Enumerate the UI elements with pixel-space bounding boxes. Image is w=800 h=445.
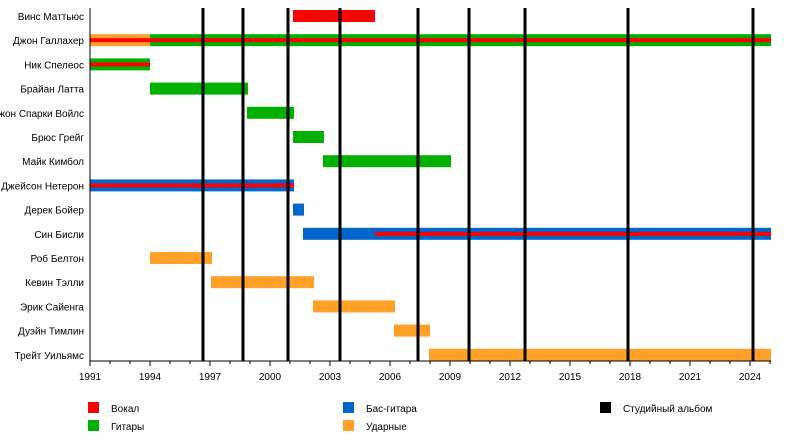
role-bar-bass bbox=[293, 203, 304, 216]
member-name-label: Джейсон Нетерон bbox=[1, 181, 84, 192]
legend-swatch-bass bbox=[343, 402, 354, 413]
role-bar-guitars bbox=[150, 82, 248, 95]
x-tick-label: 2012 bbox=[499, 372, 522, 383]
legend-label-drums: Ударные bbox=[366, 422, 407, 433]
role-bar-drums bbox=[394, 324, 430, 337]
x-tick-label: 2003 bbox=[319, 372, 342, 383]
member-name-label: Кевин Тэлли bbox=[25, 278, 84, 289]
member-name-label: Эрик Сайенга bbox=[20, 302, 84, 313]
member-name-label: Син Бисли bbox=[34, 230, 84, 241]
role-bar-vocals bbox=[293, 10, 375, 22]
vocal-overlay-bar-vocals bbox=[90, 183, 294, 188]
x-tick-label: 1994 bbox=[139, 372, 162, 383]
x-tick-label: 1991 bbox=[79, 372, 102, 383]
vocal-overlay-bar-vocals bbox=[375, 231, 771, 236]
x-tick-label: 2015 bbox=[559, 372, 582, 383]
member-name-label: Дуэйн Тимлин bbox=[18, 327, 84, 338]
x-tick-label: 2024 bbox=[739, 372, 762, 383]
legend-swatch-guitars bbox=[88, 420, 99, 431]
member-name-label: Брайан Латта bbox=[20, 85, 84, 96]
member-name-label: Трейт Уильямс bbox=[15, 351, 84, 362]
member-name-label: Ник Спелеос bbox=[24, 60, 84, 71]
member-name-label: Дерек Бойер bbox=[25, 206, 85, 217]
legend-swatch-vocals bbox=[88, 402, 99, 413]
role-bar-drums bbox=[211, 276, 314, 289]
legend-swatch-album bbox=[600, 402, 611, 413]
x-tick-label: 2000 bbox=[259, 372, 282, 383]
role-bar-guitars bbox=[323, 155, 451, 168]
role-bar-drums bbox=[429, 348, 771, 361]
x-tick-label: 2021 bbox=[679, 372, 702, 383]
member-name-label: Роб Белтон bbox=[31, 253, 84, 265]
vocal-overlay-bar-vocals bbox=[90, 38, 771, 43]
role-bar-drums bbox=[150, 252, 212, 264]
member-name-label: Майк Кимбол bbox=[22, 156, 84, 168]
legend-swatch-drums bbox=[343, 420, 354, 431]
x-tick-label: 2006 bbox=[379, 372, 402, 383]
legend-label-bass: Бас-гитара bbox=[366, 404, 417, 415]
role-bar-guitars bbox=[293, 131, 324, 143]
legend-label-album: Студийный альбом bbox=[623, 403, 713, 415]
member-name-label: Винс Маттьюс bbox=[18, 12, 84, 23]
role-bar-drums bbox=[313, 300, 395, 313]
role-bar-guitars bbox=[247, 106, 294, 119]
member-name-label: Брюс Грейг bbox=[31, 133, 84, 144]
x-tick-label: 1997 bbox=[199, 372, 222, 383]
legend-label-vocals: Вокал bbox=[111, 404, 139, 415]
legend-label-guitars: Гитары bbox=[111, 422, 144, 433]
member-name-label: Джон Галлахер bbox=[13, 36, 84, 47]
member-name-label: Джон Спарки Войлс bbox=[0, 109, 84, 120]
vocal-overlay-bar-vocals bbox=[90, 62, 150, 67]
x-tick-label: 2018 bbox=[619, 372, 642, 383]
x-tick-label: 2009 bbox=[439, 372, 462, 383]
